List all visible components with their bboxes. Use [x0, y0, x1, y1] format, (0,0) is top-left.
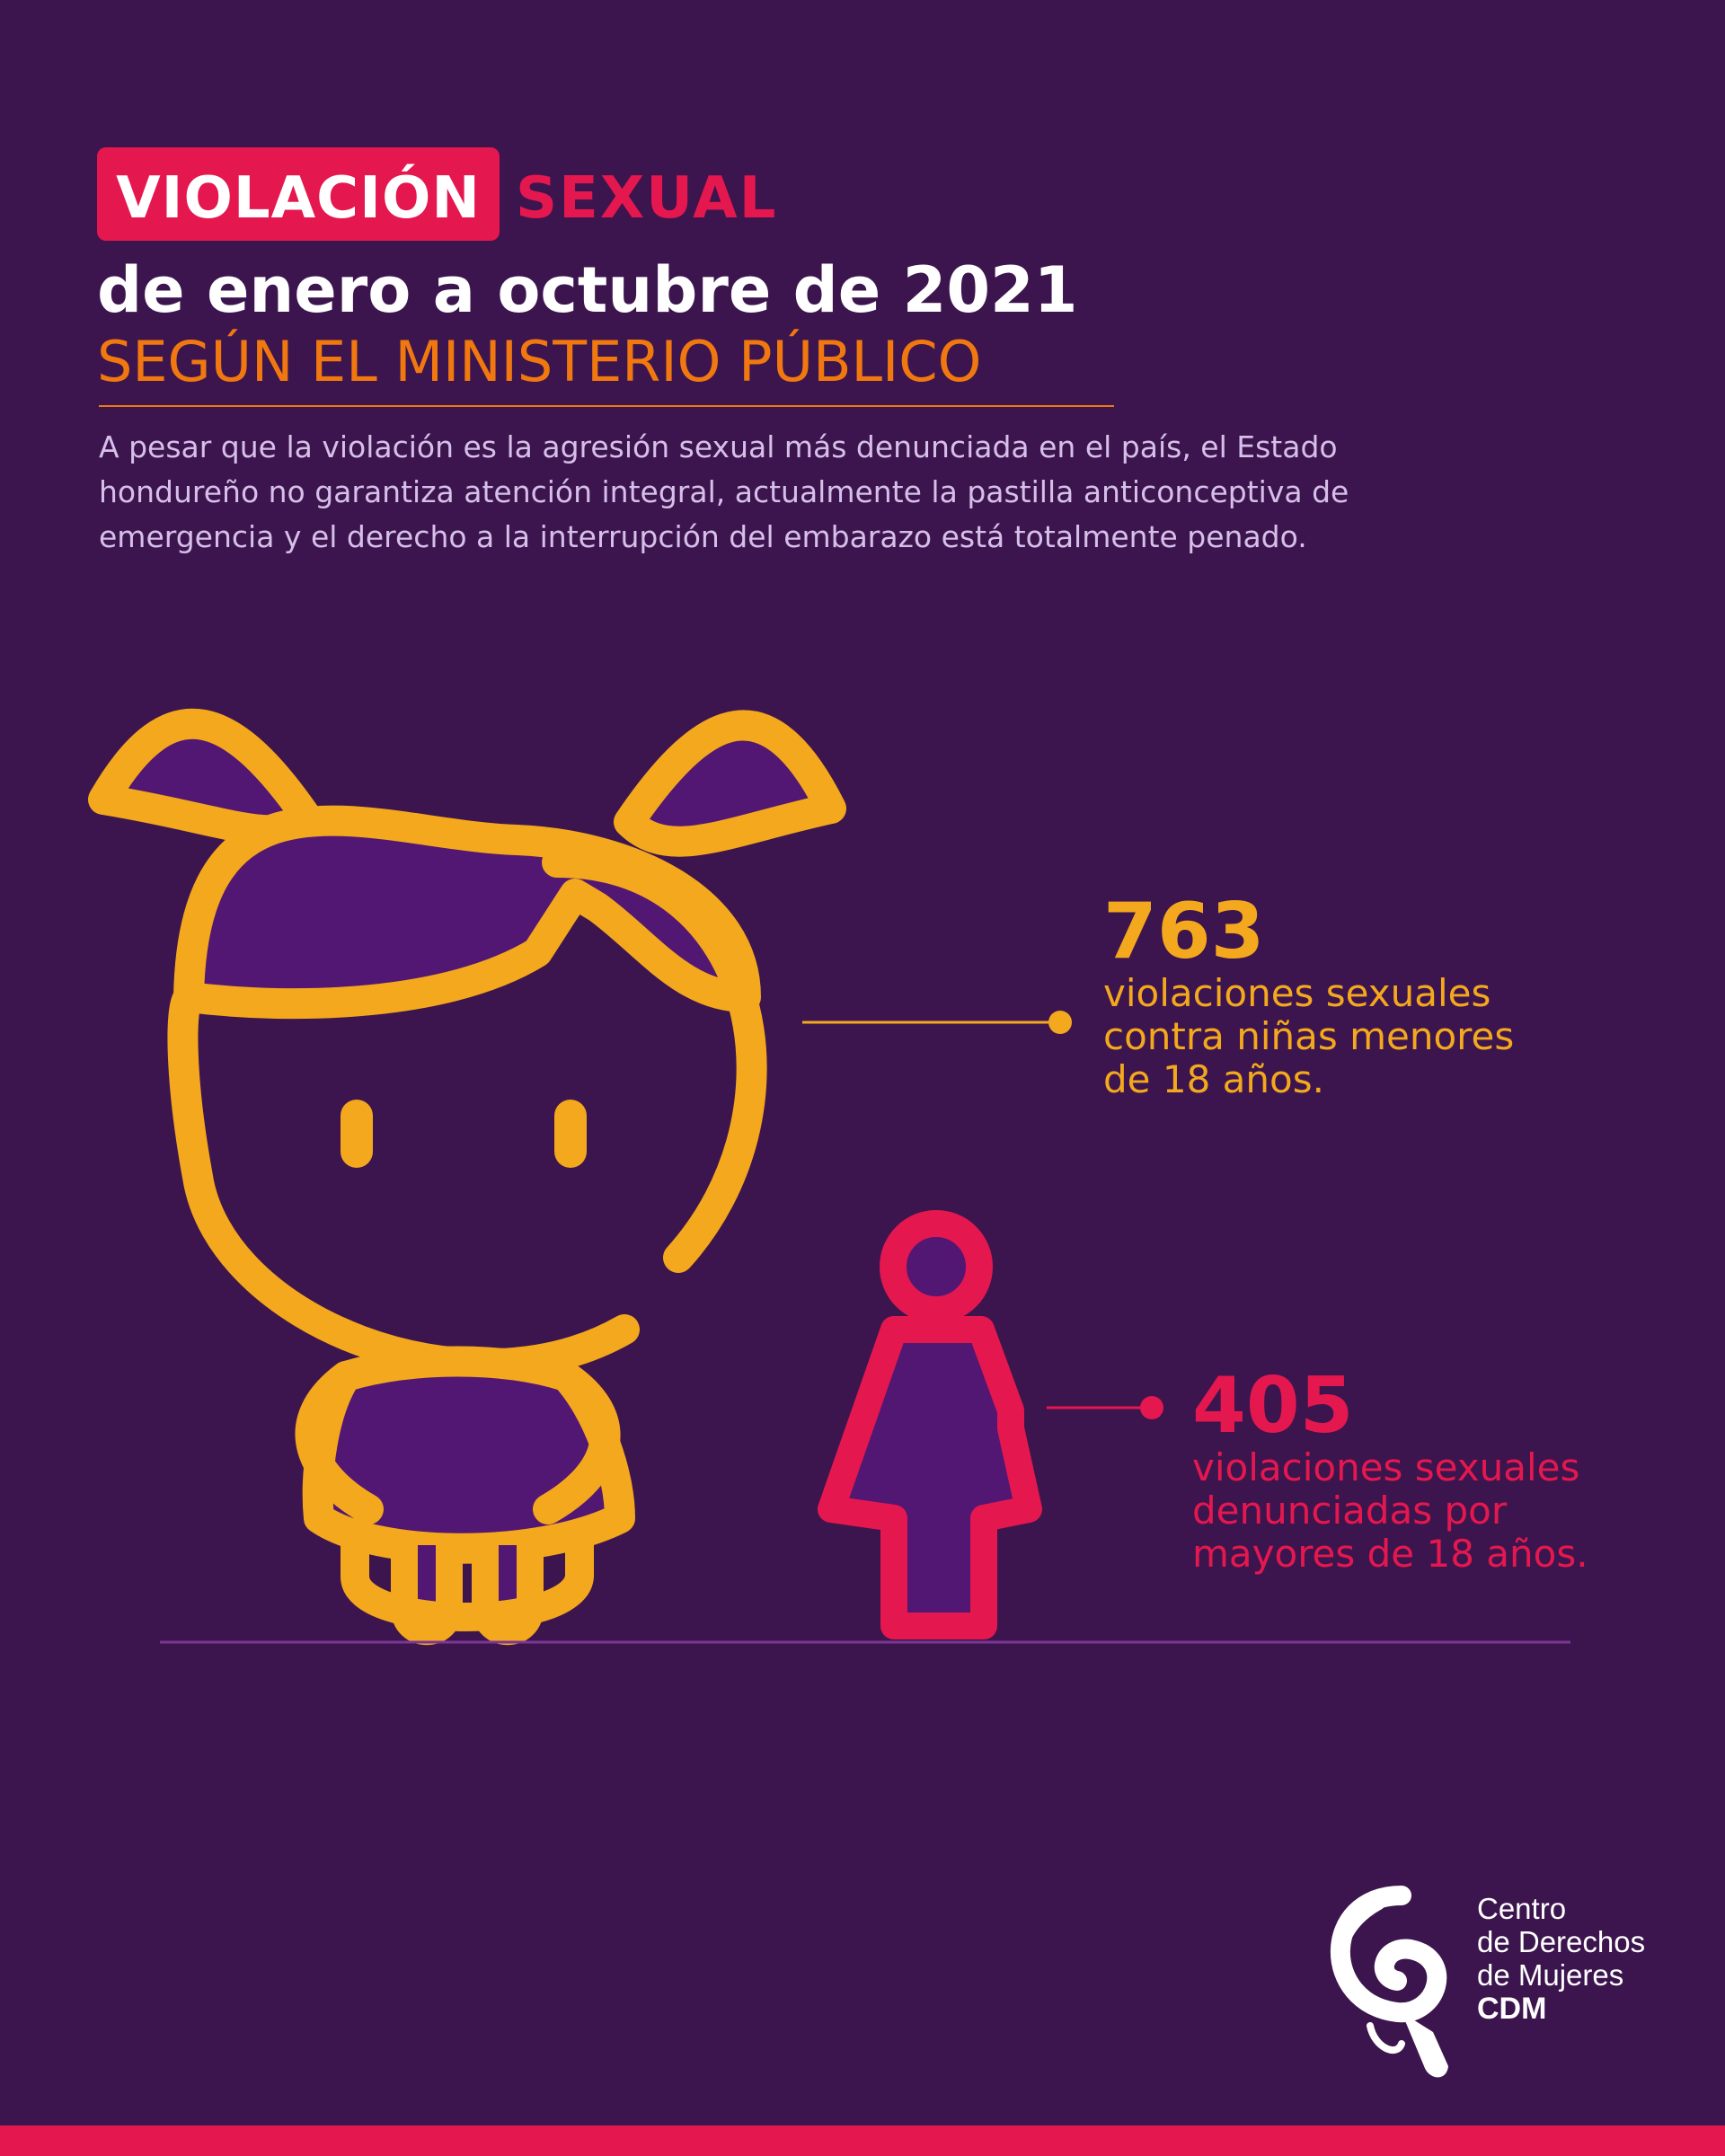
woman-icon	[818, 1210, 1042, 1639]
page-subtitle: de enero a octubre de 2021	[97, 253, 1078, 327]
connector-dot-adults	[1140, 1396, 1163, 1419]
girl-icon	[88, 708, 846, 1646]
cdm-logo-text: Centro de Derechos de Mujeres CDM	[1477, 1892, 1646, 2026]
source-line: SEGÚN EL MINISTERIO PÚBLICO	[97, 329, 982, 394]
cdm-logo-icon	[1330, 1886, 1448, 2078]
title-rest: SEXUAL	[516, 165, 778, 232]
stat-adults-description: violaciones sexuales denunciadas por may…	[1192, 1445, 1588, 1576]
header-divider	[99, 405, 1114, 407]
stat-adults-number: 405	[1192, 1361, 1354, 1451]
title-badge: VIOLACIÓN	[97, 147, 500, 241]
stat-girls-description: violaciones sexuales contra niñas menore…	[1103, 971, 1515, 1101]
footer-bar	[0, 2125, 1725, 2156]
stat-girls-number: 763	[1103, 887, 1265, 976]
intro-paragraph: A pesar que la violación es la agresión …	[99, 429, 1349, 554]
connector-dot-girls	[1048, 1011, 1072, 1034]
stat-girls: 763 violaciones sexuales contra niñas me…	[1103, 891, 1606, 1101]
stat-adults: 405 violaciones sexuales denunciadas por…	[1192, 1365, 1695, 1576]
title-highlight: VIOLACIÓN	[116, 165, 481, 232]
